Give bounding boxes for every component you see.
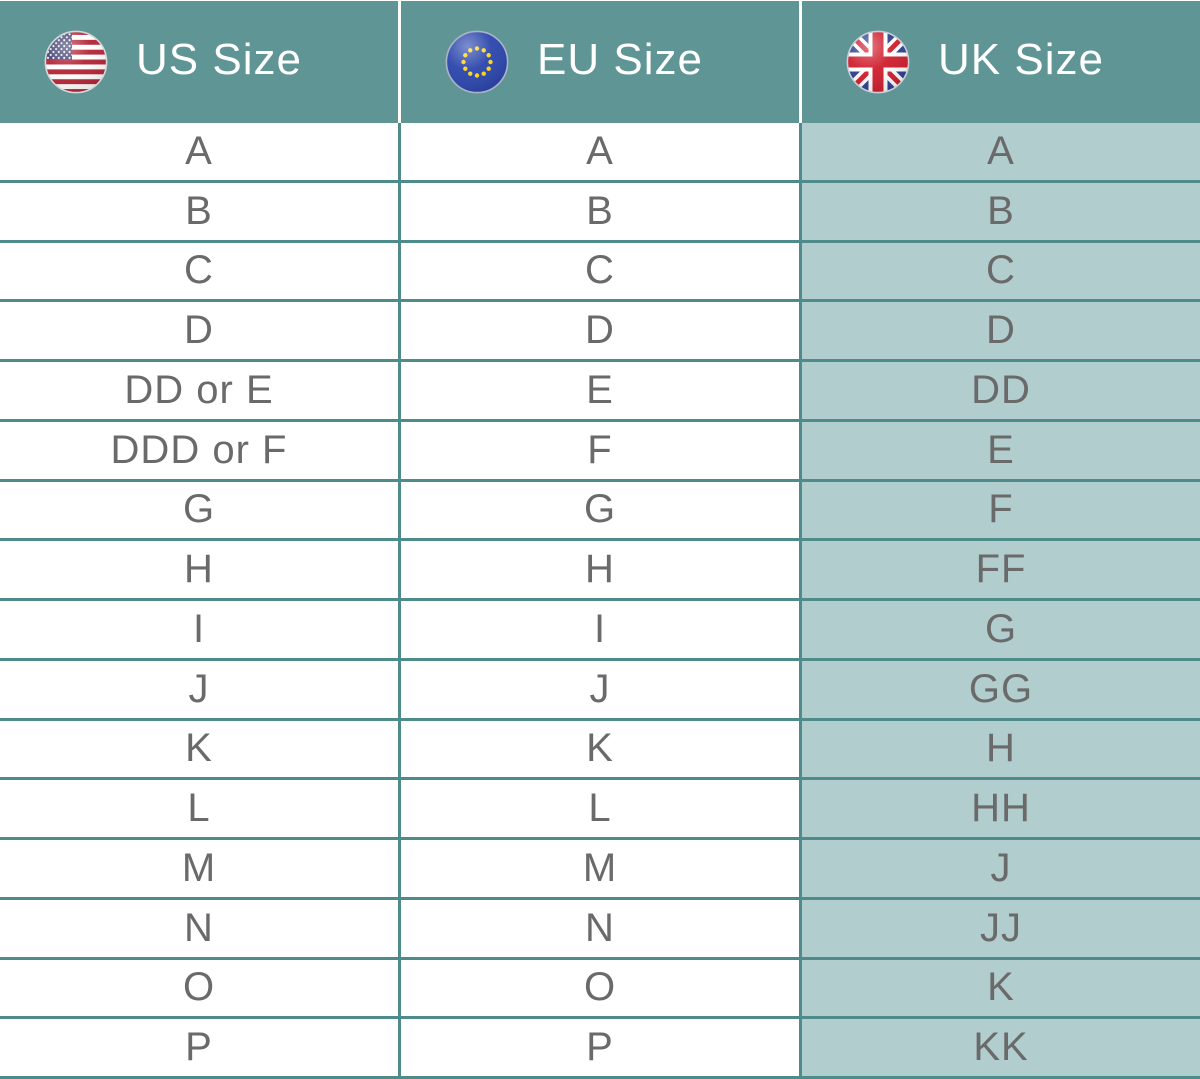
table-cell-us: C — [0, 242, 398, 300]
table-cell-uk: G — [802, 601, 1200, 658]
table-cell-uk: FF — [802, 541, 1200, 598]
header-cell-eu: EU Size — [401, 1, 799, 123]
table-header: US Size — [0, 0, 1200, 123]
table-cell-us: G — [0, 481, 398, 539]
table-cell-uk: K — [802, 959, 1200, 1017]
table-cell-eu: N — [401, 899, 799, 957]
table-cell-us: H — [0, 541, 398, 598]
table-cell-us: L — [0, 780, 398, 837]
table-cell-eu: I — [401, 601, 799, 658]
table-cell-us: I — [0, 601, 398, 658]
table-cell-uk: HH — [802, 780, 1200, 837]
table-cell-uk: H — [802, 720, 1200, 778]
eu-flag-icon — [445, 30, 509, 94]
table-cell-us: M — [0, 840, 398, 897]
header-label-eu: EU Size — [537, 35, 703, 84]
table-cell-us: K — [0, 720, 398, 778]
table-cell-uk: GG — [802, 660, 1200, 718]
table-cell-uk: DD — [802, 362, 1200, 419]
table-cell-eu: M — [401, 840, 799, 897]
table-cell-uk: JJ — [802, 899, 1200, 957]
table-cell-uk: C — [802, 242, 1200, 300]
header-cell-uk: UK Size — [802, 1, 1200, 123]
table-cell-eu: H — [401, 541, 799, 598]
table-cell-eu: J — [401, 660, 799, 718]
table-cell-uk: D — [802, 302, 1200, 359]
size-table-body: A A A B B B C C C D D D DD or E E DD DDD or F F E G G F H H FF I… — [0, 123, 1200, 1079]
us-flag-icon — [44, 30, 108, 94]
table-cell-us: DD or E — [0, 362, 398, 419]
table-cell-uk: B — [802, 182, 1200, 240]
table-cell-eu: A — [401, 123, 799, 180]
table-cell-uk: J — [802, 840, 1200, 897]
table-cell-eu: E — [401, 362, 799, 419]
table-cell-uk: A — [802, 123, 1200, 180]
table-cell-eu: L — [401, 780, 799, 837]
uk-flag-icon — [846, 30, 910, 94]
table-cell-eu: F — [401, 421, 799, 479]
table-cell-uk: F — [802, 481, 1200, 539]
table-cell-eu: G — [401, 481, 799, 539]
table-cell-eu: K — [401, 720, 799, 778]
header-cell-us: US Size — [0, 1, 398, 123]
table-cell-uk: KK — [802, 1019, 1200, 1076]
table-cell-eu: B — [401, 182, 799, 240]
header-label-uk: UK Size — [938, 35, 1104, 84]
table-cell-uk: E — [802, 421, 1200, 479]
table-cell-us: P — [0, 1019, 398, 1076]
table-cell-eu: O — [401, 959, 799, 1017]
table-cell-us: O — [0, 959, 398, 1017]
table-cell-us: D — [0, 302, 398, 359]
table-cell-us: A — [0, 123, 398, 180]
table-cell-us: J — [0, 660, 398, 718]
table-cell-us: DDD or F — [0, 421, 398, 479]
table-cell-us: N — [0, 899, 398, 957]
table-cell-eu: D — [401, 302, 799, 359]
header-label-us: US Size — [136, 35, 302, 84]
table-cell-eu: C — [401, 242, 799, 300]
table-cell-eu: P — [401, 1019, 799, 1076]
table-cell-us: B — [0, 182, 398, 240]
